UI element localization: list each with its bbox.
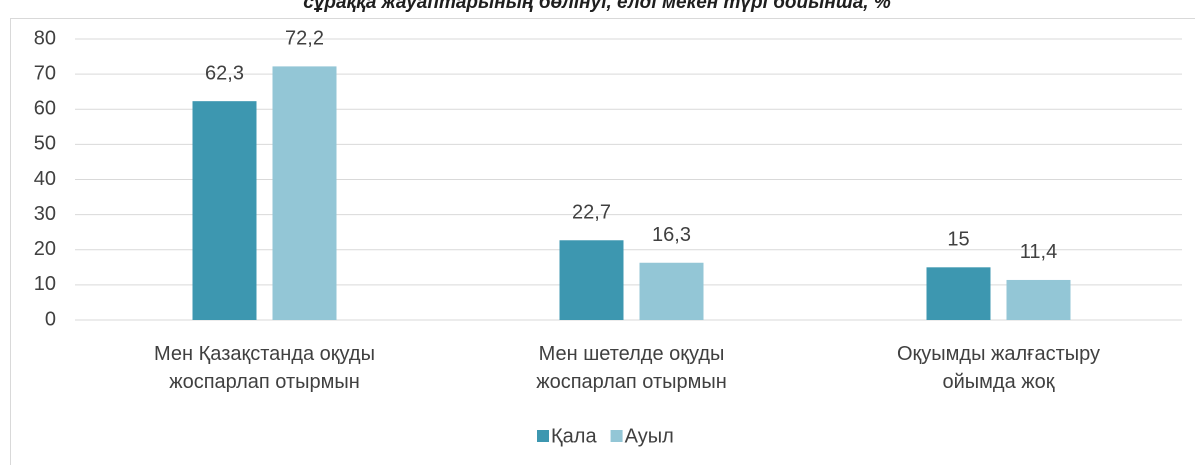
y-tick-label: 80 [34,27,56,49]
x-tick-label: Оқуымды жалғастыру ойымда жоқ [897,343,1100,393]
legend-swatch [537,430,549,442]
data-label: 16,3 [652,224,691,246]
y-tick-label: 40 [34,168,56,190]
bar [192,101,257,320]
legend-label: Ауыл [625,425,674,447]
y-tick-label: 70 [34,62,56,84]
y-tick-label: 10 [34,273,56,295]
legend-swatch [610,430,623,442]
bar [639,262,704,320]
y-tick-label: 0 [45,308,56,330]
data-label: 11,4 [1020,241,1057,263]
y-tick-label: 30 [34,203,56,225]
data-label: 22,7 [572,202,611,224]
x-tick-label: Мен Қазақстанда оқуды жоспарлап отырмын [154,343,375,393]
bar [1006,279,1071,320]
data-label: 15 [947,229,969,251]
y-tick-label: 60 [34,98,56,120]
data-label: 62,3 [205,62,244,84]
bar [559,240,624,320]
data-label: 72,2 [285,28,324,50]
y-tick-label: 50 [34,133,56,155]
y-tick-label: 20 [34,238,56,260]
chart-title: сұраққа жауаптарының бөлінуі, елді мекен… [303,0,891,13]
x-tick-label: Мен шетелде оқуды жоспарлап отырмын [536,343,727,393]
bar [272,66,337,321]
chart-border [10,18,1195,465]
legend-label: Қала [551,425,597,447]
bar [926,267,991,320]
